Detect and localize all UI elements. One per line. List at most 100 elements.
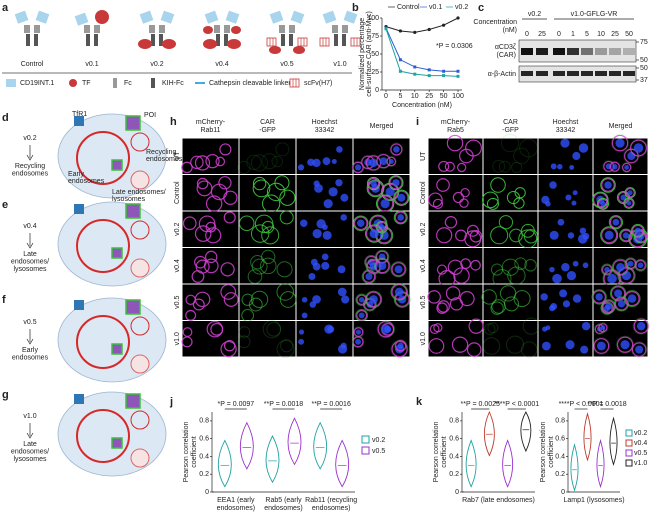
annotation: **P = 0.0018 — [587, 401, 626, 408]
row-label: Control — [420, 181, 427, 204]
y-tick-label: 0.4 — [555, 453, 565, 460]
cell-signal — [593, 338, 610, 354]
cell-signal — [631, 342, 647, 357]
cell-signal — [250, 290, 269, 309]
y-tick-label: 50 — [371, 51, 379, 58]
cell-signal — [394, 211, 407, 224]
series-line — [385, 17, 459, 33]
shape — [342, 34, 346, 46]
y-tick-label: 0.8 — [199, 418, 209, 425]
y-tick-label: 0 — [455, 489, 459, 496]
data-point — [427, 27, 431, 32]
tf — [227, 39, 241, 49]
tf — [162, 39, 176, 49]
nucleus — [572, 151, 581, 161]
y-tick-label: 75 — [371, 33, 379, 40]
cell-signal — [276, 283, 295, 301]
label: Late endosomes/ — [112, 189, 166, 196]
micrograph — [239, 321, 296, 357]
cell — [57, 391, 167, 477]
destination-label: endosomes/ — [11, 258, 49, 265]
lane-label: 0 — [557, 31, 561, 38]
nucleus — [595, 293, 603, 301]
legend-label: Cathepsin cleavable linker — [209, 80, 291, 87]
data-point — [413, 30, 417, 34]
nucleus — [321, 261, 330, 270]
nucleus — [582, 262, 589, 269]
arrowhead — [26, 154, 34, 161]
nucleus — [298, 329, 305, 335]
cell-signal — [367, 177, 380, 190]
nucleus — [369, 158, 378, 168]
shape — [279, 25, 285, 33]
data-point — [384, 27, 388, 31]
early-endosome — [76, 219, 130, 273]
cell-signal — [600, 177, 616, 193]
destination-label: lysosomes — [13, 456, 47, 463]
tf — [269, 46, 281, 54]
cell-signal — [483, 323, 496, 335]
cell-signal — [266, 182, 286, 202]
band — [623, 48, 635, 55]
annotation: *P = 0.0097 — [218, 401, 255, 408]
legend-swatch — [361, 446, 370, 455]
cell — [57, 297, 167, 383]
cell-signal — [487, 322, 499, 334]
cell-signal — [436, 264, 448, 275]
x-tick-label: 0 — [384, 93, 388, 100]
shape — [113, 78, 117, 88]
cell-signal — [601, 178, 615, 192]
cell-signal — [459, 198, 469, 208]
cell-signal — [629, 138, 648, 158]
violin — [217, 439, 232, 488]
label: TfR1 — [72, 111, 87, 118]
panel-label: a — [2, 2, 9, 14]
shape — [95, 10, 109, 24]
cell-signal — [632, 317, 650, 335]
poi — [125, 203, 141, 219]
concentration-label: (nM) — [503, 27, 517, 34]
cell-signal — [608, 215, 624, 230]
poi — [125, 393, 141, 409]
nucleus — [622, 232, 630, 239]
cell-signal — [446, 134, 464, 152]
legend-swatch — [625, 449, 633, 457]
cell-signal — [194, 155, 211, 171]
cell-signal — [223, 211, 236, 224]
channel-label: Merged — [609, 123, 633, 130]
cell-signal — [394, 339, 407, 352]
cell-signal — [436, 227, 453, 244]
panel-label: j — [169, 396, 173, 408]
group-label: v0.2 — [528, 11, 541, 18]
shape — [34, 25, 40, 33]
cell-signal — [390, 261, 407, 278]
marker-label: 50 — [640, 57, 648, 64]
lysosome — [130, 448, 150, 468]
shape — [6, 79, 16, 87]
nucleus — [637, 262, 644, 269]
cell-signal — [190, 155, 204, 170]
cell-signal — [250, 254, 265, 270]
cell-signal — [280, 339, 294, 353]
cell-signal — [353, 215, 369, 231]
cell-signal — [205, 227, 222, 244]
recycling-endosome — [130, 220, 150, 240]
nucleus — [620, 340, 630, 350]
legend-label: Fc — [124, 80, 132, 87]
cell-signal — [437, 300, 450, 313]
construct-label: Control — [21, 61, 44, 68]
cell-signal — [610, 286, 626, 301]
y-tick-label: 0.2 — [555, 471, 565, 478]
nucleus — [370, 180, 377, 187]
annotation: **P = 0.0025 — [461, 401, 500, 408]
tf — [203, 39, 217, 49]
nucleus — [581, 321, 591, 331]
cell-signal — [597, 322, 609, 334]
nucleus — [397, 193, 406, 202]
cell-signal — [498, 215, 514, 230]
cell-signal — [598, 323, 608, 333]
channel-label: CAR — [503, 119, 518, 126]
nucleus — [565, 194, 572, 201]
recycling-endosome — [130, 316, 150, 336]
row-label: v1.0 — [174, 332, 181, 345]
